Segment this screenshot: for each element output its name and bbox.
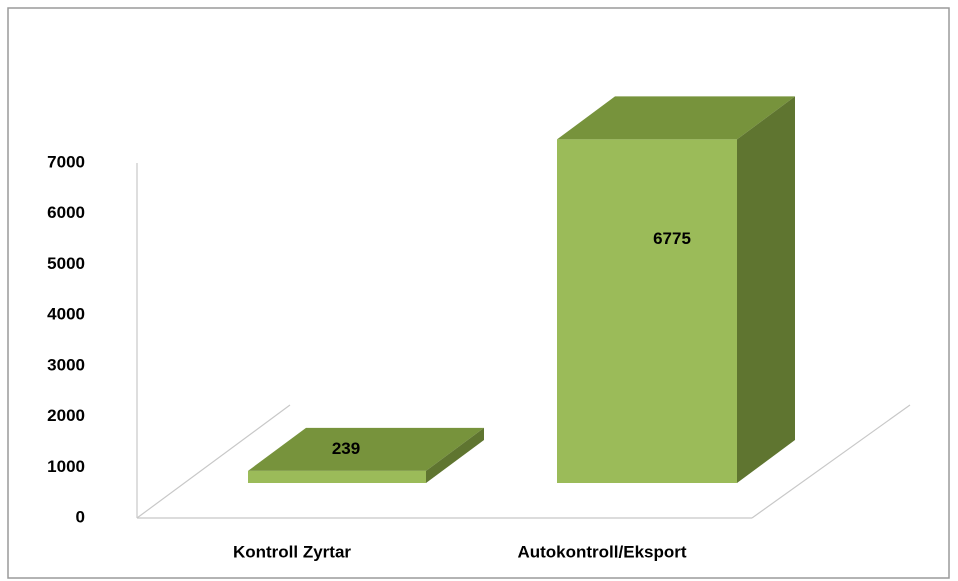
y-tick-label: 2000 bbox=[47, 406, 85, 425]
x-tick-label: Kontroll Zyrtar bbox=[233, 542, 351, 561]
y-tick-label: 1000 bbox=[47, 457, 85, 476]
chart-frame bbox=[7, 7, 950, 579]
y-tick-label: 5000 bbox=[47, 254, 85, 273]
bar-side bbox=[737, 96, 795, 484]
bar-top bbox=[248, 427, 484, 471]
data-label: 239 bbox=[332, 439, 360, 458]
y-tick-label: 3000 bbox=[47, 355, 85, 374]
y-tick-label: 0 bbox=[76, 507, 85, 526]
y-tick-label: 6000 bbox=[47, 203, 85, 222]
floor-right bbox=[751, 404, 911, 519]
y-tick-label: 4000 bbox=[47, 305, 85, 324]
floor-left bbox=[136, 404, 291, 519]
bar-top bbox=[557, 96, 795, 140]
bar-side bbox=[426, 427, 484, 483]
x-tick-label: Autokontroll/Eksport bbox=[517, 542, 686, 561]
bar bbox=[557, 139, 737, 484]
data-label: 6775 bbox=[653, 229, 691, 248]
y-tick-label: 7000 bbox=[47, 152, 85, 171]
bar bbox=[248, 470, 426, 483]
